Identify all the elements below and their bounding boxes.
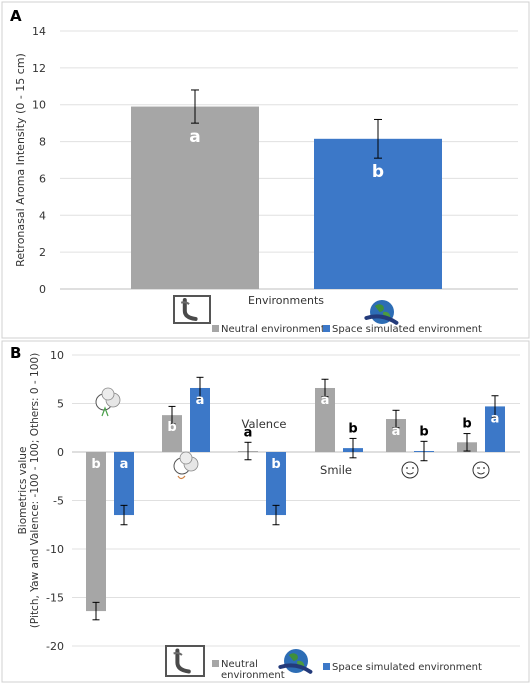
space-icon-tube (364, 314, 399, 325)
panel-a-letter: A (10, 7, 22, 25)
significance-letter-a: b (372, 162, 384, 182)
bar-b (114, 452, 134, 516)
wink-smiley-icon-eye-right (483, 467, 485, 469)
neutral-smiley-icon (401, 461, 419, 479)
category-label-valence: Valence (242, 417, 287, 431)
y-axis-label-a: Retronasal Aroma Intensity (0 - 15 cm) (14, 53, 27, 267)
y-tick-label-b: -10 (46, 543, 64, 556)
legend-label-a: Space simulated environment (332, 324, 482, 335)
space-icon-tube (278, 663, 313, 674)
significance-letter-b: a (491, 411, 500, 426)
space-environment-icon (278, 649, 313, 674)
legend-swatch-a (323, 325, 330, 332)
x-axis-label-a: Environments (248, 294, 324, 307)
significance-letter-a: a (189, 127, 200, 147)
panel-b-frame (1, 340, 530, 683)
y-tick-label-a: 4 (39, 209, 46, 222)
y-tick-label-b: -5 (53, 495, 64, 508)
bar-b (190, 387, 210, 452)
legend-swatch-a (212, 325, 219, 332)
bar-b (266, 452, 286, 516)
significance-letter-b: b (271, 457, 280, 472)
significance-letter-b: a (196, 393, 205, 408)
significance-letter-b: b (462, 417, 471, 432)
category-label-smile: Smile (320, 463, 352, 477)
legend-label-b-line1: Neutral (221, 659, 258, 670)
space-environment-icon (364, 300, 399, 325)
significance-letter-b: a (244, 425, 253, 440)
y-tick-label-a: 8 (39, 136, 46, 149)
significance-letter-b: a (321, 393, 330, 408)
bar-b (386, 419, 406, 452)
legend-label-b: Space simulated environment (332, 662, 482, 673)
y-tick-label-a: 10 (32, 99, 46, 112)
wink-smiley-icon-face (472, 461, 490, 479)
y-tick-label-a: 2 (39, 246, 46, 259)
bar-b (162, 415, 182, 452)
panel-a-frame (1, 1, 530, 339)
significance-letter-b: a (392, 424, 401, 439)
significance-letter-b: b (167, 420, 176, 435)
neutral-environment-icon (165, 645, 205, 677)
legend-label-b-line2: environment (221, 670, 285, 681)
neutral-smiley-icon-face (401, 461, 419, 479)
pitch-face-icon-cloud-2 (101, 387, 115, 401)
significance-letter-b: b (348, 421, 357, 436)
wink-smiley-icon (472, 461, 490, 479)
legend-swatch-b (212, 660, 219, 667)
y-tick-label-a: 14 (32, 25, 46, 38)
y-axis-label-b: Biometrics value (17, 447, 29, 535)
neutral-smiley-icon-mouth (406, 472, 414, 475)
panel-b-letter: B (10, 344, 21, 362)
pitch-face-icon (95, 387, 121, 417)
legend-swatch-b (323, 663, 330, 670)
panel-a-chart: 0 2 4 6 8 10 12 14 Retronasal Aroma Intensity (0… (14, 25, 518, 335)
wink-smiley-icon-mouth (477, 472, 485, 475)
y-tick-label-b: -20 (46, 640, 64, 653)
neutral-icon-stem (180, 301, 190, 305)
legend-label-a: Neutral environment (221, 324, 325, 335)
neutral-smiley-icon-eye-right (412, 467, 414, 469)
significance-letter-b: a (120, 457, 129, 472)
bar-a (314, 138, 442, 289)
bar-b (485, 406, 505, 452)
y-tick-label-a: 12 (32, 62, 46, 75)
y-tick-label-b: 0 (57, 446, 64, 459)
yaw-face-icon-accent (177, 475, 186, 480)
neutral-environment-icon (173, 295, 211, 324)
yaw-face-icon-cloud-2 (179, 451, 193, 465)
neutral-smiley-icon-eye-left (406, 467, 408, 469)
pitch-face-icon-accent (101, 406, 109, 417)
bar-a (131, 106, 259, 289)
space-icon-land-1 (374, 304, 384, 312)
y-tick-label-b: 10 (50, 349, 64, 362)
neutral-icon-stem (173, 652, 183, 656)
y-tick-label-b: 5 (57, 398, 64, 411)
significance-letter-b: b (419, 424, 428, 439)
y-tick-label-a: 0 (39, 283, 46, 296)
yaw-face-icon (173, 451, 199, 480)
y-tick-label-b: -15 (46, 592, 64, 605)
panel-b-chart: -20 -15 -10 -5 0 5 10 Biometrics value (Pitch, Y… (17, 349, 520, 681)
y-axis-label-b-line2: (Pitch, Yaw and Valence: -100 - 100; Oth… (29, 353, 41, 628)
neutral-icon-tube (175, 648, 191, 674)
space-icon-land-1 (288, 653, 298, 661)
neutral-icon-tube (182, 298, 198, 321)
bar-b (315, 387, 335, 452)
y-tick-label-a: 6 (39, 172, 46, 185)
bar-b (86, 452, 106, 612)
significance-letter-b: b (91, 457, 100, 472)
